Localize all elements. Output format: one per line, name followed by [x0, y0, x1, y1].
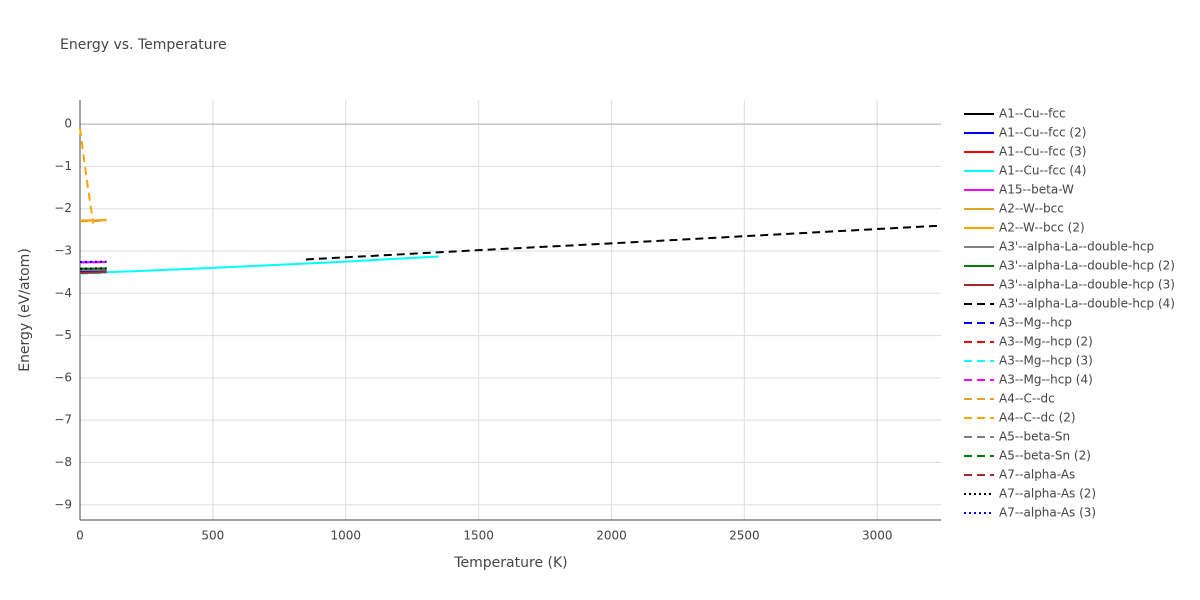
y-tick-label: −1 — [54, 159, 72, 173]
y-tick-label: −9 — [54, 497, 72, 511]
legend-label: A7--alpha-As (3) — [999, 506, 1096, 520]
legend-label: A15--beta-W — [999, 183, 1074, 197]
legend-label: A3--Mg--hcp (2) — [999, 335, 1093, 349]
legend-label: A3'--alpha-La--double-hcp (4) — [999, 297, 1175, 311]
legend-label: A3--Mg--hcp (4) — [999, 373, 1093, 387]
x-tick-label: 3000 — [862, 529, 893, 543]
legend-label: A1--Cu--fcc (3) — [999, 145, 1086, 159]
legend-label: A1--Cu--fcc — [999, 107, 1066, 121]
y-tick-label: −8 — [54, 455, 72, 469]
x-tick-label: 0 — [76, 529, 84, 543]
series-line — [79, 255, 439, 275]
legend-label: A2--W--bcc (2) — [999, 221, 1085, 235]
legend-label: A5--beta-Sn — [999, 430, 1070, 444]
series-line — [79, 271, 107, 274]
legend-label: A4--C--dc — [999, 392, 1055, 406]
x-axis-title: Temperature (K) — [453, 555, 567, 571]
x-tick-label: 2000 — [596, 529, 627, 543]
y-tick-label: −3 — [54, 243, 72, 257]
y-axis-title: Energy (eV/atom) — [17, 248, 33, 372]
legend-label: A7--alpha-As — [999, 468, 1075, 482]
y-tick-label: −5 — [54, 328, 72, 342]
y-tick-label: 0 — [64, 117, 72, 131]
legend-label: A2--W--bcc — [999, 202, 1064, 216]
series-line — [305, 224, 942, 261]
legend-label: A3'--alpha-La--double-hcp (2) — [999, 259, 1175, 273]
legend-label: A3--Mg--hcp (3) — [999, 354, 1093, 368]
legend-label: A3'--alpha-La--double-hcp — [999, 240, 1154, 254]
legend-label: A5--beta-Sn (2) — [999, 449, 1091, 463]
legend-label: A1--Cu--fcc (2) — [999, 126, 1086, 140]
y-tick-label: −6 — [54, 370, 72, 384]
x-tick-label: 1500 — [463, 529, 494, 543]
x-tick-label: 2500 — [729, 529, 760, 543]
x-tick-label: 500 — [201, 529, 224, 543]
legend-label: A7--alpha-As (2) — [999, 487, 1096, 501]
legend-label: A1--Cu--fcc (4) — [999, 164, 1086, 178]
chart-title: Energy vs. Temperature — [60, 37, 227, 53]
legend-label: A3'--alpha-La--double-hcp (3) — [999, 278, 1175, 292]
legend-label: A4--C--dc (2) — [999, 411, 1076, 425]
y-tick-label: −4 — [54, 286, 72, 300]
series-line — [79, 128, 95, 224]
x-tick-label: 1000 — [330, 529, 361, 543]
legend-label: A3--Mg--hcp — [999, 316, 1072, 330]
y-tick-label: −7 — [54, 413, 72, 427]
y-tick-label: −2 — [54, 201, 72, 215]
